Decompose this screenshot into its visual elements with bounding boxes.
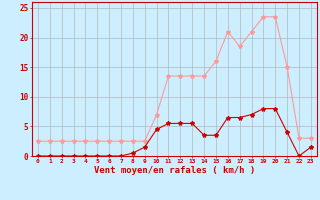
X-axis label: Vent moyen/en rafales ( km/h ): Vent moyen/en rafales ( km/h ) (94, 166, 255, 175)
